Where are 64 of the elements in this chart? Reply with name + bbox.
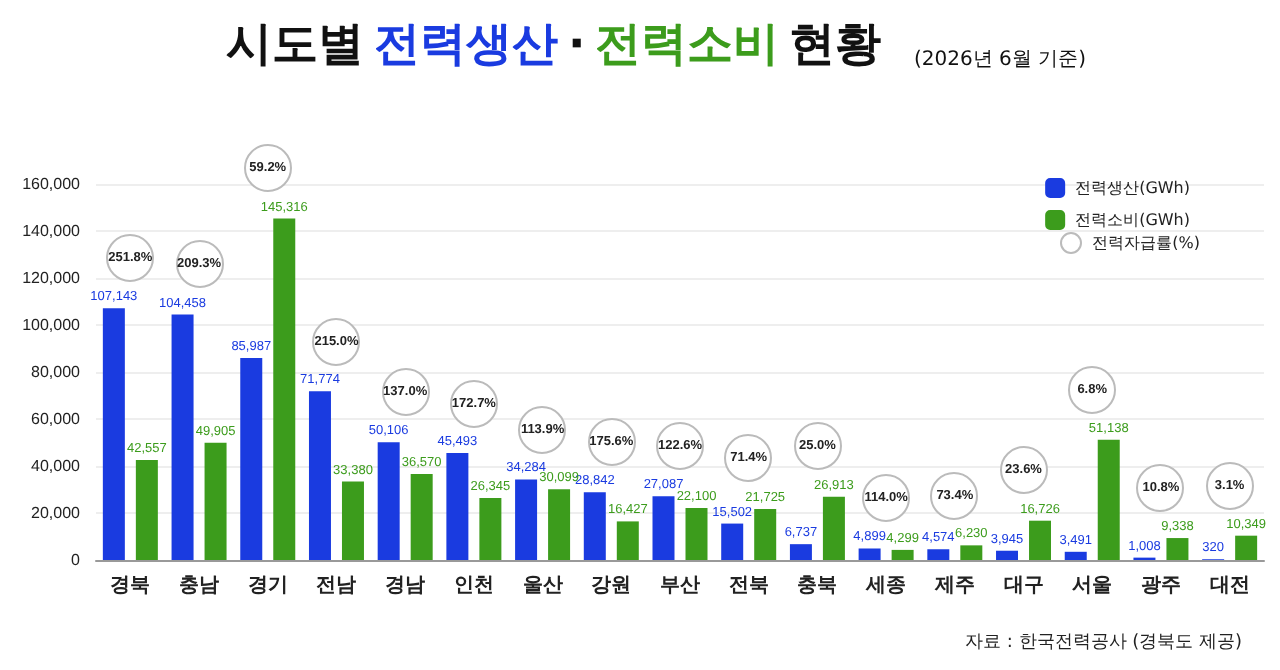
bar	[927, 549, 950, 560]
x-tick-label: 인천	[453, 575, 494, 597]
annotation: 전력자급률(%)	[1092, 232, 1200, 254]
bar	[1064, 551, 1087, 560]
x-tick-label: 대전	[1209, 575, 1250, 597]
y-tick-label: 40,000	[31, 457, 82, 475]
bar	[685, 508, 708, 560]
bar	[410, 474, 433, 560]
bar	[308, 391, 331, 560]
y-tick-label: 20,000	[31, 504, 82, 522]
bar	[583, 492, 606, 560]
x-tick-label: 강원	[591, 575, 632, 597]
bar	[377, 442, 400, 560]
x-tick-label: 세종	[864, 575, 907, 597]
bar	[1166, 538, 1189, 560]
x-tick-label: 충남	[179, 575, 220, 597]
bar	[789, 544, 812, 560]
y-tick-label: 0	[71, 551, 82, 569]
bar	[171, 314, 194, 560]
x-tick-label: 전남	[316, 575, 357, 597]
y-tick-label: 160,000	[22, 175, 82, 193]
x-tick-label: 경북	[110, 575, 151, 597]
chart-subtitle: (2026년 6월 기준)	[914, 49, 1087, 71]
bar	[479, 498, 502, 560]
bar	[616, 521, 639, 560]
y-tick-label: 80,000	[31, 363, 82, 381]
bar	[1029, 520, 1052, 560]
y-tick-label: 120,000	[22, 269, 82, 287]
y-tick-label: 100,000	[22, 316, 82, 334]
bar	[1235, 535, 1258, 560]
bar	[1097, 439, 1120, 560]
legend-label: 전력소비(GWh)	[1075, 211, 1190, 229]
bar	[822, 496, 845, 560]
bar	[548, 489, 571, 560]
bar	[996, 550, 1019, 560]
bar	[102, 308, 125, 560]
x-tick-label: 경남	[385, 575, 426, 597]
y-tick-label: 140,000	[22, 222, 82, 240]
bar	[240, 357, 263, 560]
y-tick-label: 60,000	[31, 410, 82, 428]
bar	[891, 549, 914, 560]
bar	[652, 496, 675, 560]
x-tick-label: 전북	[728, 575, 769, 597]
bar	[204, 442, 227, 560]
x-tick-label: 충북	[797, 575, 838, 597]
chart-title: 시도별 전력생산 · 전력소비 현황	[226, 19, 882, 71]
bar	[960, 545, 983, 560]
bar	[858, 548, 881, 560]
x-tick-label: 부산	[660, 575, 700, 597]
bar	[515, 479, 538, 560]
bar	[341, 481, 364, 560]
bar	[273, 218, 296, 560]
x-tick-label: 울산	[522, 575, 563, 597]
bar	[135, 459, 158, 560]
text: 자료 : 한국전력공사 (경북도 제공)	[965, 633, 1242, 653]
x-tick-label: 제주	[932, 575, 975, 597]
legend-label: 전력생산(GWh)	[1075, 179, 1190, 197]
x-tick-label: 광주	[1140, 575, 1181, 597]
x-tick-label: 경기	[247, 575, 288, 597]
bar	[446, 453, 469, 560]
x-tick-label: 서울	[1072, 575, 1113, 597]
bar	[721, 523, 744, 560]
bar	[754, 508, 777, 560]
x-tick-label: 대구	[1003, 575, 1044, 597]
